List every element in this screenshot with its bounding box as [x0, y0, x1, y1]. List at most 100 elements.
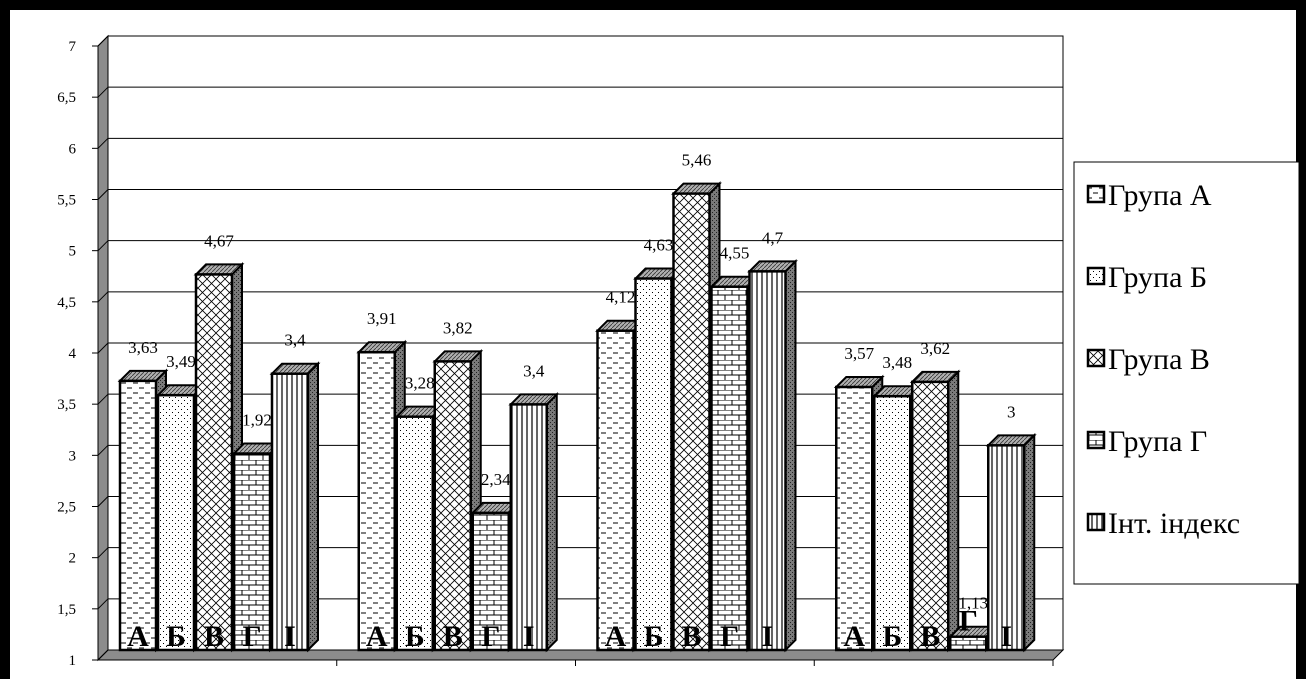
bar	[911, 380, 950, 652]
data-label: 3,4	[284, 331, 306, 350]
bar	[194, 273, 234, 652]
gridline-side	[97, 393, 109, 405]
gridline-side	[97, 496, 109, 507]
y-tick-label: 2	[69, 551, 77, 567]
legend-label: Група В	[1108, 343, 1210, 376]
category-label: Івано-Франківська	[381, 676, 532, 679]
legend-swatch	[1086, 430, 1106, 450]
data-label: 4,55	[720, 244, 750, 263]
bar-side	[947, 369, 960, 653]
data-label: 3,62	[920, 339, 950, 358]
y-tick-label: 3,5	[57, 397, 76, 413]
legend-swatch	[1086, 184, 1106, 204]
data-label: 2,34	[481, 470, 511, 489]
bar	[433, 360, 472, 652]
data-label: 4,67	[204, 231, 234, 250]
bar	[634, 277, 673, 652]
bar-letter: Б	[405, 620, 425, 653]
data-label: 4,7	[762, 228, 784, 247]
data-label: 4,12	[606, 288, 636, 307]
bar	[873, 394, 912, 652]
legend-swatch	[1086, 512, 1106, 532]
gridline-side	[97, 342, 109, 354]
data-label: 3,4	[523, 361, 545, 380]
data-label: 1,92	[242, 411, 272, 430]
bar	[357, 350, 396, 652]
bar-side	[545, 391, 558, 653]
bar	[596, 329, 635, 652]
bar-letter: Г	[481, 620, 500, 653]
bar	[156, 393, 196, 652]
gridline-side	[97, 86, 109, 98]
gridline-side	[97, 35, 109, 47]
data-label: 3,63	[128, 338, 158, 357]
data-label: 3,91	[367, 309, 397, 328]
legend-label: Група Б	[1108, 261, 1207, 294]
bar	[270, 372, 310, 652]
legend-swatch	[1086, 348, 1106, 368]
legend-label: Інт. індекс	[1108, 507, 1240, 540]
data-label: 5,46	[682, 151, 712, 170]
y-tick-label: 7	[69, 39, 77, 55]
bar	[835, 385, 874, 652]
bar-letter: Б	[882, 620, 902, 653]
category-label: Чернівецька	[884, 676, 984, 679]
y-tick-label: 1,5	[57, 602, 76, 618]
gridline-side	[97, 444, 109, 456]
bar-letter: Б	[644, 620, 664, 653]
bar-letter: А	[366, 620, 388, 653]
bar-letter: Г	[959, 605, 978, 638]
bar	[471, 511, 510, 652]
bar	[949, 635, 988, 652]
bar	[232, 452, 272, 652]
y-tick-label: 4	[69, 346, 77, 362]
bar	[672, 192, 711, 652]
gridline-side	[97, 649, 109, 661]
bar-letter: В	[920, 620, 940, 653]
data-label: 3,82	[443, 318, 473, 337]
data-label: 3,28	[405, 374, 435, 393]
y-tick-label: 6,5	[57, 90, 76, 106]
y-tick-label: 2,5	[57, 500, 76, 516]
y-tick-label: 4,5	[57, 295, 76, 311]
bar-letter: І	[762, 620, 774, 653]
gridline-side	[97, 189, 109, 200]
bar-side	[1023, 432, 1036, 653]
bar	[748, 270, 787, 652]
y-tick-label: 3	[69, 448, 77, 464]
gridline-side	[97, 291, 109, 303]
legend-label: Група А	[1108, 179, 1212, 212]
bar-side	[784, 258, 797, 653]
bar-letter: В	[204, 620, 224, 653]
category-label: Закарпатська	[164, 676, 271, 679]
bar-letter: І	[1000, 620, 1012, 653]
legend-label: Група Г	[1108, 425, 1207, 458]
data-label: 3	[1007, 402, 1016, 421]
bar	[987, 444, 1026, 652]
bar-letter: В	[443, 620, 463, 653]
y-tick-label: 5	[69, 244, 77, 260]
bar	[710, 285, 749, 652]
data-label: 3,48	[882, 353, 912, 372]
bar-side	[307, 361, 319, 653]
bar-letter: Б	[166, 620, 186, 653]
bar-letter: Г	[720, 620, 739, 653]
bar-letter: А	[127, 620, 149, 653]
legend-box	[1073, 161, 1300, 585]
legend-swatch	[1086, 266, 1106, 286]
data-label: 1,13	[958, 594, 988, 613]
bar	[509, 403, 548, 652]
gridline-side	[97, 240, 109, 252]
bar-letter: А	[843, 620, 865, 653]
data-label: 3,57	[844, 344, 874, 363]
y-tick-label: 6	[69, 141, 77, 157]
data-label: 3,49	[166, 352, 196, 371]
data-label: 4,63	[644, 236, 674, 255]
y-tick-label: 1	[69, 653, 77, 669]
bar-letter: В	[681, 620, 701, 653]
y-tick-label: 5,5	[57, 193, 76, 209]
gridline-side	[97, 598, 109, 610]
